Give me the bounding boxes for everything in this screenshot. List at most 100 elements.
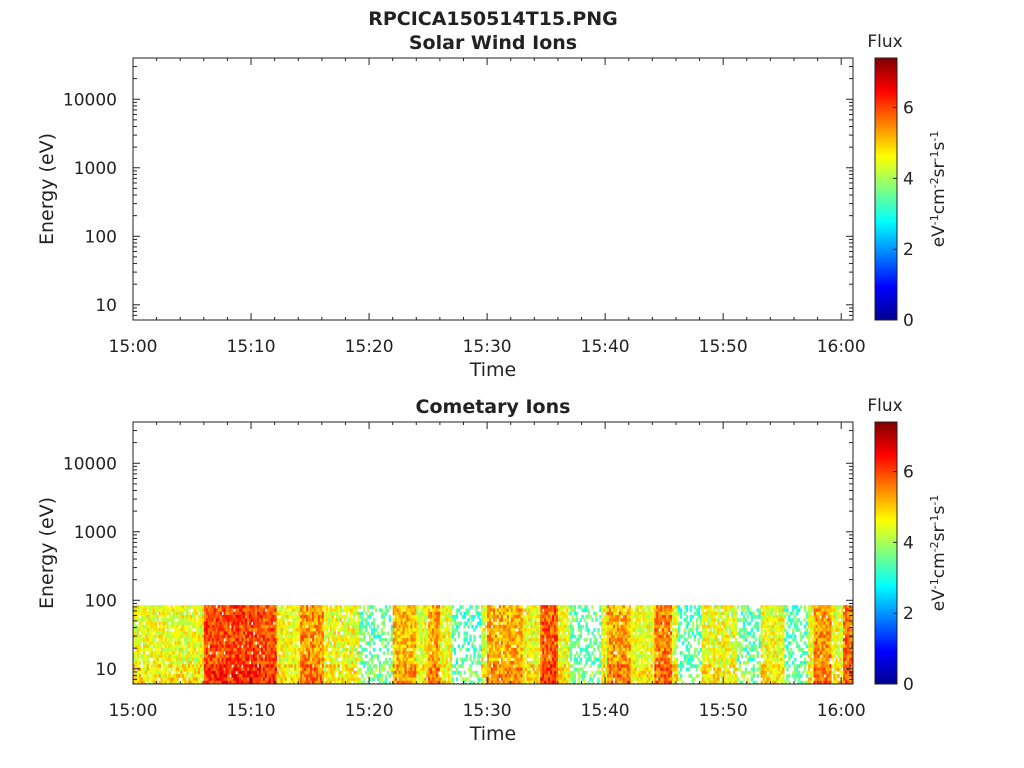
spectrogram-cell <box>270 680 274 684</box>
spectrogram-cell <box>195 667 199 672</box>
spectrogram-cell <box>404 641 407 645</box>
spectrogram-cell <box>144 634 148 639</box>
spectrogram-cell <box>408 618 411 622</box>
spectrogram-cell <box>190 641 193 645</box>
spectrogram-cell <box>215 621 218 626</box>
spectrogram-cell <box>422 667 425 672</box>
spectrogram-cell <box>494 634 498 639</box>
spectrogram-cell <box>312 657 315 662</box>
spectrogram-cell <box>164 667 167 672</box>
spectrogram-cell <box>156 667 159 672</box>
spectrogram-cell <box>300 644 303 649</box>
spectrogram-cell <box>437 608 441 613</box>
spectrogram-cell <box>483 647 486 652</box>
spectrogram-cell <box>213 637 217 642</box>
spectrogram-cell <box>536 634 539 639</box>
spectrogram-cell <box>432 667 435 672</box>
spectrogram-cell <box>414 618 417 622</box>
spectrogram-cell <box>496 611 500 616</box>
spectrogram-cell <box>296 631 299 636</box>
spectrogram-cell <box>310 631 313 636</box>
spectrogram-cell <box>319 647 323 652</box>
spectrogram-cell <box>154 605 158 609</box>
spectrogram-cell <box>396 624 399 629</box>
spectrogram-cell <box>534 608 537 613</box>
spectrogram-cell <box>241 651 244 655</box>
spectrogram-cell <box>536 637 539 642</box>
spectrogram-cell <box>229 670 232 675</box>
spectrogram-cell <box>595 657 598 662</box>
spectrogram-cell <box>292 624 295 629</box>
spectrogram-cell <box>414 664 417 668</box>
spectrogram-cell <box>577 624 580 629</box>
spectrogram-cell <box>315 624 319 629</box>
spectrogram-cell <box>424 651 427 655</box>
spectrogram-cell <box>394 611 398 616</box>
spectrogram-cell <box>603 677 606 682</box>
spectrogram-cell <box>298 624 301 629</box>
spectrogram-cell <box>601 677 604 682</box>
spectrogram-cell <box>557 680 561 684</box>
spectrogram-cell <box>298 614 301 619</box>
spectrogram-cell <box>268 644 272 649</box>
spectrogram-cell <box>337 621 340 626</box>
spectrogram-cell <box>213 644 217 649</box>
spectrogram-cell <box>245 637 248 642</box>
spectrogram-cell <box>424 664 427 668</box>
spectrogram-cell <box>504 667 508 672</box>
spectrogram-cell <box>321 677 325 682</box>
spectrogram-cell <box>432 605 435 609</box>
spectrogram-cell <box>215 618 218 622</box>
spectrogram-cell <box>209 634 213 639</box>
spectrogram-cell <box>282 641 285 645</box>
spectrogram-cell <box>412 660 415 665</box>
spectrogram-cell <box>251 608 254 613</box>
spectrogram-cell <box>351 660 354 665</box>
spectrogram-cell <box>209 670 213 675</box>
spectrogram-cell <box>199 641 203 645</box>
spectrogram-cell <box>290 605 293 609</box>
spectrogram-cell <box>512 634 516 639</box>
spectrogram-cell <box>266 614 270 619</box>
spectrogram-cell <box>396 618 399 622</box>
spectrogram-cell <box>553 637 557 642</box>
spectrogram-cell <box>435 644 439 649</box>
spectrogram-cell <box>603 605 606 609</box>
spectrogram-cell <box>158 641 161 645</box>
spectrogram-cell <box>453 647 457 652</box>
spectrogram-cell <box>487 637 490 642</box>
spectrogram-cell <box>400 654 403 659</box>
spectrogram-cell <box>420 628 423 632</box>
spectrogram-cell <box>317 637 321 642</box>
spectrogram-cell <box>199 608 203 613</box>
spectrogram-cell <box>384 608 388 613</box>
spectrogram-cell <box>418 677 421 682</box>
spectrogram-cell <box>184 624 187 629</box>
spectrogram-cell <box>282 667 285 672</box>
spectrogram-cell <box>534 641 537 645</box>
spectrogram-cell <box>424 628 427 632</box>
spectrogram-cell <box>406 657 409 662</box>
spectrogram-cell <box>422 644 425 649</box>
spectrogram-cell <box>489 621 492 626</box>
spectrogram-cell <box>514 608 518 613</box>
spectrogram-cell <box>306 618 309 622</box>
spectrogram-cell <box>136 674 140 678</box>
spectrogram-cell <box>479 611 482 616</box>
spectrogram-cell <box>205 644 209 649</box>
spectrogram-cell <box>331 634 335 639</box>
spectrogram-cell <box>235 634 238 639</box>
spectrogram-cell <box>247 657 250 662</box>
spectrogram-cell <box>284 637 287 642</box>
spectrogram-cell <box>603 654 606 659</box>
spectrogram-cell <box>565 618 569 622</box>
spectrogram-cell <box>229 667 232 672</box>
spectrogram-cell <box>241 680 244 684</box>
spectrogram-cell <box>392 624 396 629</box>
spectrogram-cell <box>563 631 567 636</box>
spectrogram-cell <box>262 614 266 619</box>
spectrogram-cell <box>341 660 344 665</box>
spectrogram-cell <box>422 618 425 622</box>
spectrogram-cell <box>262 680 266 684</box>
spectrogram-cell <box>601 641 604 645</box>
